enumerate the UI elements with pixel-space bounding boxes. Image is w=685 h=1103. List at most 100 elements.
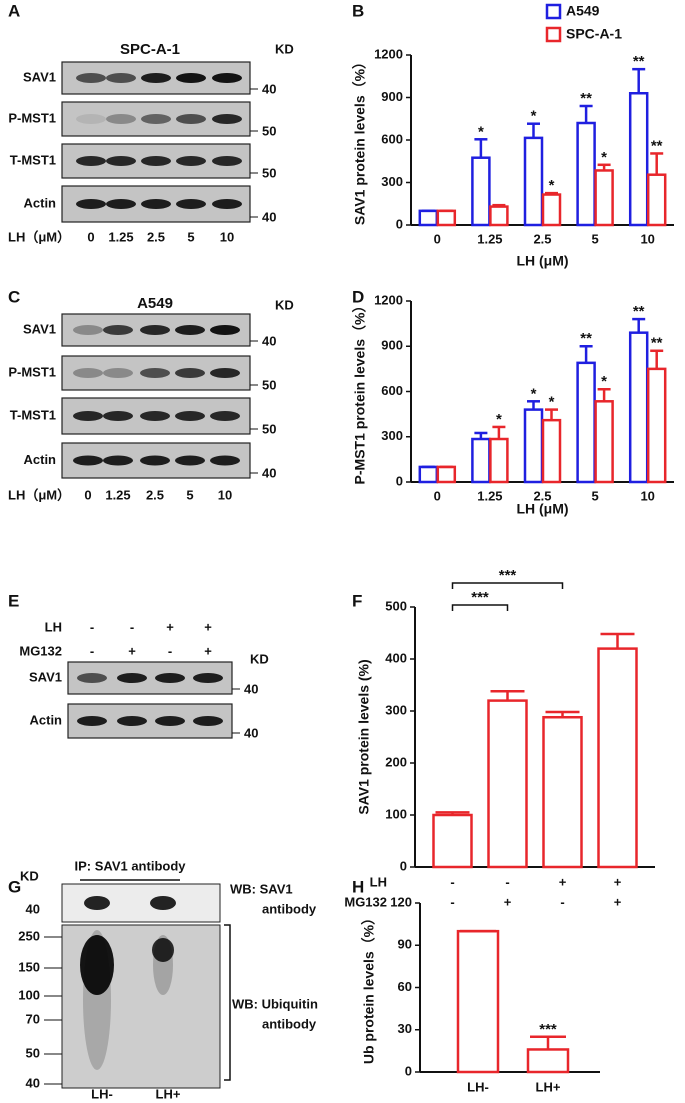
x-tick-label: - [450,894,454,909]
error-bar [545,710,580,718]
treatment-sign: - [90,619,94,634]
band [175,411,205,421]
x-tick-label: 1.25 [477,488,502,503]
bar [526,1048,570,1074]
error-bar [474,431,488,440]
band [212,199,242,209]
band [140,325,170,335]
x-tick-label: 10 [640,231,654,246]
bar [523,136,544,227]
y-tick-label: 500 [385,598,407,613]
bar [594,169,614,227]
panel-letter: C [8,287,20,306]
lane-label: 10 [218,487,232,502]
band [103,411,133,421]
band [141,114,171,124]
band [176,156,206,166]
row-label: T-MST1 [10,152,56,167]
band [141,73,171,83]
marker-label: 40 [244,681,258,696]
lane-label: 2.5 [146,487,164,502]
marker-label: 50 [262,165,276,180]
x-tick-label: 0 [434,231,441,246]
significance: ** [633,303,645,320]
bar [542,715,583,869]
x-tick-label: LH- [467,1079,489,1094]
wb-label: WB: Ubiquitin [232,996,318,1011]
row-label: Actin [30,712,63,727]
row-label: Actin [24,195,57,210]
band [193,716,223,726]
bar [436,465,457,484]
significance: *** [499,567,517,584]
y-tick-label: 0 [400,858,407,873]
marker-label: 40 [26,901,40,916]
x-tick-label: 5 [591,231,598,246]
marker-label: 50 [262,377,276,392]
bar [646,173,667,227]
significance: ** [651,137,663,154]
band [73,455,103,466]
y-tick-label: 0 [396,473,403,488]
bar [523,408,544,484]
error-bar [597,387,611,402]
bar [576,121,596,227]
blot-title: SPC-A-1 [120,41,180,58]
y-tick-label: 900 [381,338,403,353]
kd-label: KD [20,868,39,883]
row-label: SAV1 [23,321,56,336]
lane-label: 2.5 [147,229,165,244]
error-bar [600,632,635,649]
band [103,368,133,378]
y-tick-label: 600 [381,383,403,398]
band [210,411,240,421]
band [73,411,103,421]
bar [628,331,649,484]
bar [436,209,457,227]
bar [628,92,649,227]
band [76,73,106,83]
band [141,156,171,166]
y-tick-label: 600 [381,131,403,146]
comparison-bracket [451,604,509,611]
marker-label: 40 [262,209,276,224]
x-label: LH（μM） [8,229,70,244]
x-tick-label: + [614,874,622,889]
y-tick-label: 100 [385,806,407,821]
significance: * [601,149,607,166]
marker-label: 250 [18,928,40,943]
x-axis-title: LH (μM) [516,501,568,517]
band [76,199,106,209]
bar [432,813,473,869]
band [176,199,206,209]
bar [489,437,509,484]
band [106,199,136,209]
treatment-sign: + [204,619,212,634]
treatment-label: MG132 [19,643,62,658]
panel-letter: E [8,591,19,610]
bar [646,367,667,484]
significance: * [549,177,555,194]
row-label: Actin [24,452,57,467]
band [140,368,170,378]
significance: * [496,411,502,428]
band [212,73,242,83]
row-label: SAV1 [23,69,56,84]
treatment-sign: + [128,643,136,658]
wb-label: antibody [262,901,317,916]
band [210,455,240,466]
lane-label: 0 [84,487,91,502]
x-tick-label: - [505,874,509,889]
band [76,114,106,124]
error-bar [545,191,558,195]
band [175,325,205,335]
significance: * [531,385,537,402]
error-bar [527,400,540,410]
row-label: P-MST1 [8,110,56,125]
marker-label: 50 [262,421,276,436]
x-tick-label: 0 [434,488,441,503]
error-bar [632,317,646,333]
marker-label: 40 [244,725,258,740]
y-tick-label: 1200 [374,46,403,61]
marker-label: 70 [26,1011,40,1026]
